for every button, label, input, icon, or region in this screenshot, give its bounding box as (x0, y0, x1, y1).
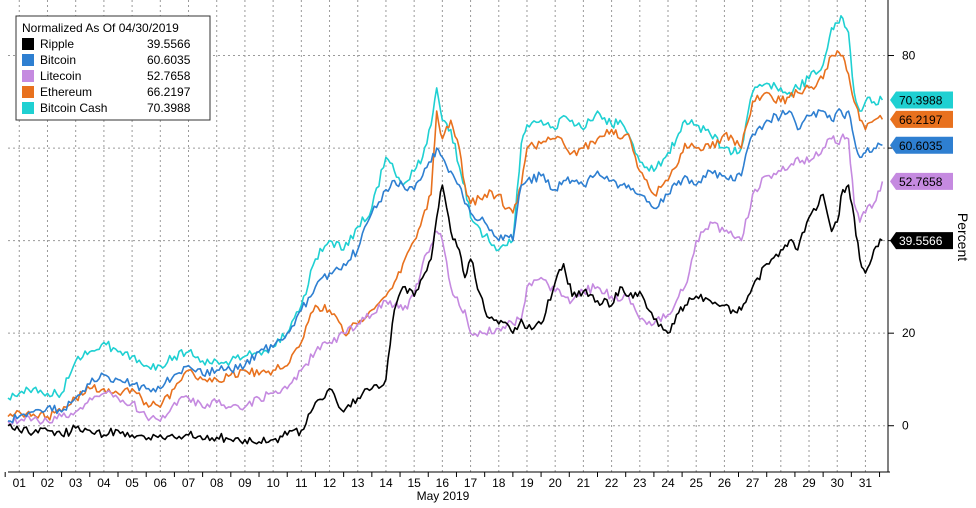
x-tick-label: 26 (718, 476, 732, 490)
x-axis-label: May 2019 (417, 489, 470, 503)
x-tick-label: 22 (605, 476, 619, 490)
x-tick-label: 31 (859, 476, 873, 490)
legend-box (15, 15, 211, 121)
x-tick-label: 14 (379, 476, 393, 490)
legend-value-bitcoin-cash: 70.3988 (147, 101, 191, 115)
end-tag-ripple (890, 232, 953, 250)
legend-name-litecoin: Litecoin (40, 69, 81, 83)
grid-lines (8, 0, 888, 472)
legend-swatch-bitcoin-cash (22, 102, 34, 114)
x-tick-label: 05 (125, 476, 139, 490)
x-tick-label: 19 (520, 476, 534, 490)
legend-swatch-ethereum (22, 86, 34, 98)
y-tick-label: 20 (902, 326, 916, 340)
x-tick-label: 09 (238, 476, 252, 490)
legend-value-litecoin: 52.7658 (147, 69, 191, 83)
end-tag-litecoin (890, 172, 953, 190)
x-tick-label: 07 (182, 476, 196, 490)
legend-name-bitcoin-cash: Bitcoin Cash (40, 101, 107, 115)
plot-frame (8, 0, 890, 473)
series-line-litecoin (7, 133, 884, 426)
end-tag-value-ethereum: 66.2197 (899, 113, 943, 127)
series-line-bitcoin-cash (7, 15, 884, 401)
y-tick-label: 0 (902, 419, 909, 433)
x-tick-label: 01 (13, 476, 27, 490)
x-tick-label: 11 (295, 476, 308, 490)
legend-name-bitcoin: Bitcoin (40, 53, 76, 67)
end-tag-value-bitcoin-cash: 70.3988 (899, 93, 943, 107)
end-tag-value-ripple: 39.5566 (899, 234, 943, 248)
x-tick-label: 27 (746, 476, 760, 490)
end-tag-bitcoin (890, 136, 953, 154)
legend-name-ethereum: Ethereum (40, 85, 92, 99)
legend-swatch-bitcoin (22, 54, 34, 66)
x-tick-label: 23 (633, 476, 647, 490)
x-tick-label: 20 (548, 476, 562, 490)
x-tick-label: 17 (464, 476, 478, 490)
x-tick-label: 21 (577, 476, 591, 490)
end-tag-bitcoin-cash (890, 91, 953, 109)
legend: Normalized As Of 04/30/2019 Ripple 39.556… (15, 15, 211, 121)
x-tick-label: 25 (690, 476, 704, 490)
x-axis: 01 02 03 04 05 06 07 08 09 10 11 12 13 14 15 16 17 18 19 20… (4, 472, 881, 490)
end-value-tags: 39.5566 60.6035 52.7658 66.2197 70.3988 (890, 91, 953, 250)
legend-value-ethereum: 66.2197 (147, 85, 191, 99)
x-tick-label: 06 (154, 476, 168, 490)
y-axis-label: Percent (955, 213, 971, 261)
x-tick-label: 28 (774, 476, 788, 490)
y-tick-label: 80 (902, 49, 916, 63)
series-layer (7, 15, 884, 445)
legend-swatch-litecoin (22, 70, 34, 82)
x-tick-label: 12 (323, 476, 337, 490)
series-line-bitcoin (8, 108, 883, 424)
x-tick-label: 03 (69, 476, 83, 490)
x-tick-label: 16 (436, 476, 450, 490)
legend-swatch-ripple (22, 38, 34, 50)
end-tag-ethereum (890, 110, 953, 128)
end-tag-value-bitcoin: 60.6035 (899, 139, 943, 153)
legend-title: Normalized As Of 04/30/2019 (22, 21, 179, 35)
x-tick-label: 24 (661, 476, 675, 490)
x-tick-label: 08 (210, 476, 224, 490)
end-tag-value-litecoin: 52.7658 (899, 175, 943, 189)
x-tick-label: 13 (351, 476, 365, 490)
legend-name-ripple: Ripple (40, 37, 74, 51)
x-tick-label: 30 (831, 476, 845, 490)
x-tick-label: 18 (492, 476, 506, 490)
series-line-ethereum (7, 50, 884, 421)
x-tick-label: 15 (407, 476, 421, 490)
x-tick-label: 02 (41, 476, 55, 490)
x-tick-label: 04 (97, 476, 111, 490)
legend-value-ripple: 39.5566 (147, 37, 191, 51)
series-line-ripple (7, 184, 883, 445)
x-tick-label: 29 (802, 476, 816, 490)
legend-value-bitcoin: 60.6035 (147, 53, 191, 67)
x-tick-label: 10 (266, 476, 280, 490)
